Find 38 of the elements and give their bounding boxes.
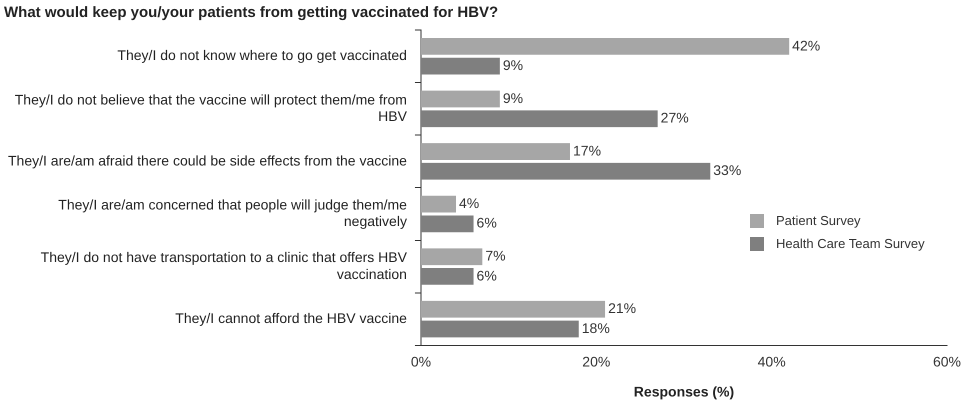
data-label: 9% [502,90,524,106]
data-label: 18% [582,320,610,336]
bar [420,110,658,128]
data-label: 9% [502,57,524,73]
data-label: 7% [485,248,506,264]
data-label: 42% [792,37,820,54]
legend-label: Patient Survey [776,213,861,228]
bar [420,320,579,338]
bar [420,248,482,266]
data-label: 33% [713,162,742,178]
y-tick-label: They/I are/am afraid there could be side effects from the vaccine [8,152,408,168]
y-tick-label: They/I are/am concerned that people will judge them/me negatively [58,196,408,230]
y-tick-label: They/I do not know where to go get vaccinated [117,47,407,64]
text: What would keep you/your patients from getting vaccinated for HBV? [4,4,498,21]
bar [420,90,500,108]
data-label: 6% [476,267,497,284]
data-label: 17% [572,142,602,158]
x-axis-title: Responses (%) [634,383,734,400]
bar [420,58,500,75]
bar [420,215,474,232]
bar [420,268,474,285]
x-tick-label: 60% [932,354,962,370]
x-tick-label: 40% [758,354,786,370]
data-label: 4% [459,194,480,211]
data-label: 21% [608,300,636,316]
x-tick-label: 0% [410,354,432,370]
y-tick-label: They/I do not have transportation to a clinic that offers HBV vaccination [40,249,408,282]
legend-label: Health Care Team Survey [776,236,925,251]
bar [420,143,570,160]
data-label: 6% [476,214,497,231]
bar [420,38,790,55]
bar [420,196,456,213]
y-tick-label: They/I cannot afford the HBV vaccine [175,310,408,326]
data-label: 27% [660,110,689,126]
x-tick-label: 20% [582,354,610,370]
y-tick-label: They/I do not believe that the vaccine will protect them/me from HBV [14,91,408,124]
bar [420,300,606,318]
bar [420,162,710,180]
